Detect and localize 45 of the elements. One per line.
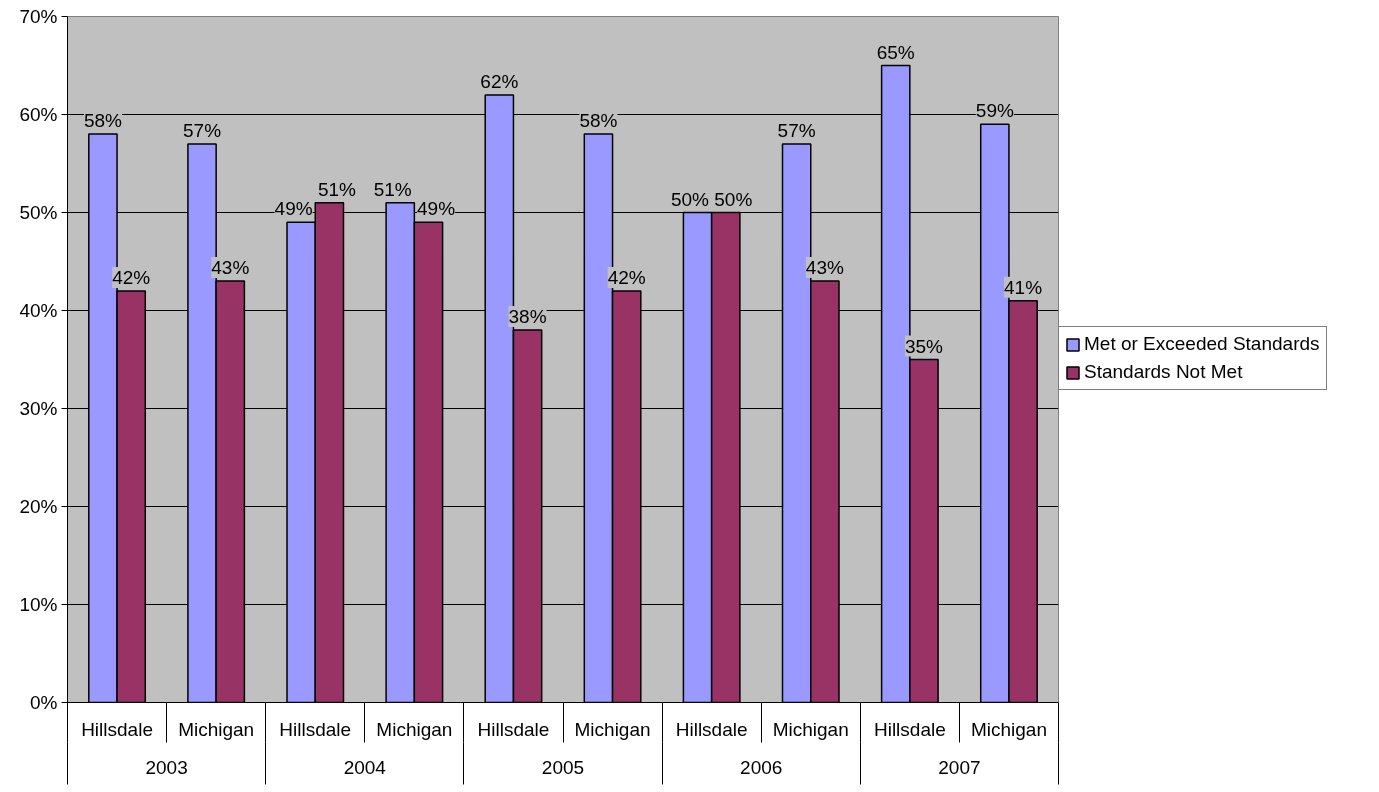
y-tick-label: 20% <box>19 496 58 517</box>
text: 2005 <box>541 756 585 778</box>
y-tick-label: 50% <box>19 202 58 223</box>
y-tick-label: 30% <box>19 398 58 419</box>
x-tick-label: Michigan <box>178 718 255 740</box>
data-label: 42% <box>112 266 151 288</box>
data-label: 42% <box>607 266 646 288</box>
data-label: 51% <box>317 178 357 200</box>
data-label: 50% <box>670 188 710 210</box>
data-label: 41% <box>1004 276 1043 298</box>
data-label: 38% <box>508 306 547 328</box>
x-tick-label: Hillsdale <box>675 718 748 740</box>
data-label: 35% <box>904 335 944 357</box>
x-tick-label: Hillsdale <box>81 718 153 740</box>
data-label: 49% <box>274 198 313 220</box>
text: 2004 <box>343 756 387 778</box>
x-tick-label: Hillsdale <box>477 718 550 740</box>
data-label: 51% <box>373 178 412 200</box>
data-label: 57% <box>777 119 816 141</box>
data-label: 58% <box>579 110 618 132</box>
data-label: 50% <box>714 188 753 210</box>
x-tick-label: Hillsdale <box>873 718 946 740</box>
x-tick-label: Michigan <box>772 718 849 740</box>
text: 2007 <box>938 756 981 778</box>
data-label: 59% <box>975 100 1014 122</box>
y-tick-label: 60% <box>19 104 58 125</box>
data-label: 62% <box>480 70 519 92</box>
y-tick-label: 40% <box>19 300 58 321</box>
data-label: 58% <box>83 110 123 132</box>
text: 2006 <box>740 756 783 778</box>
y-tick-label: 0% <box>30 692 58 713</box>
x-tick-label: Michigan <box>970 718 1047 740</box>
legend-label: Standards Not Met <box>1084 361 1243 383</box>
data-label: 65% <box>876 41 915 63</box>
x-tick-label: Michigan <box>574 718 651 740</box>
y-tick-label: 10% <box>19 594 58 615</box>
data-label: 43% <box>805 257 844 279</box>
x-tick-label: Hillsdale <box>279 718 352 740</box>
data-label: 43% <box>211 257 250 279</box>
text: 2003 <box>145 756 188 778</box>
y-tick-label: 70% <box>19 6 58 27</box>
data-label: 49% <box>417 198 456 220</box>
legend-label: Met or Exceeded Standards <box>1084 333 1320 355</box>
data-label: 57% <box>183 119 222 141</box>
x-tick-label: Michigan <box>376 718 453 740</box>
